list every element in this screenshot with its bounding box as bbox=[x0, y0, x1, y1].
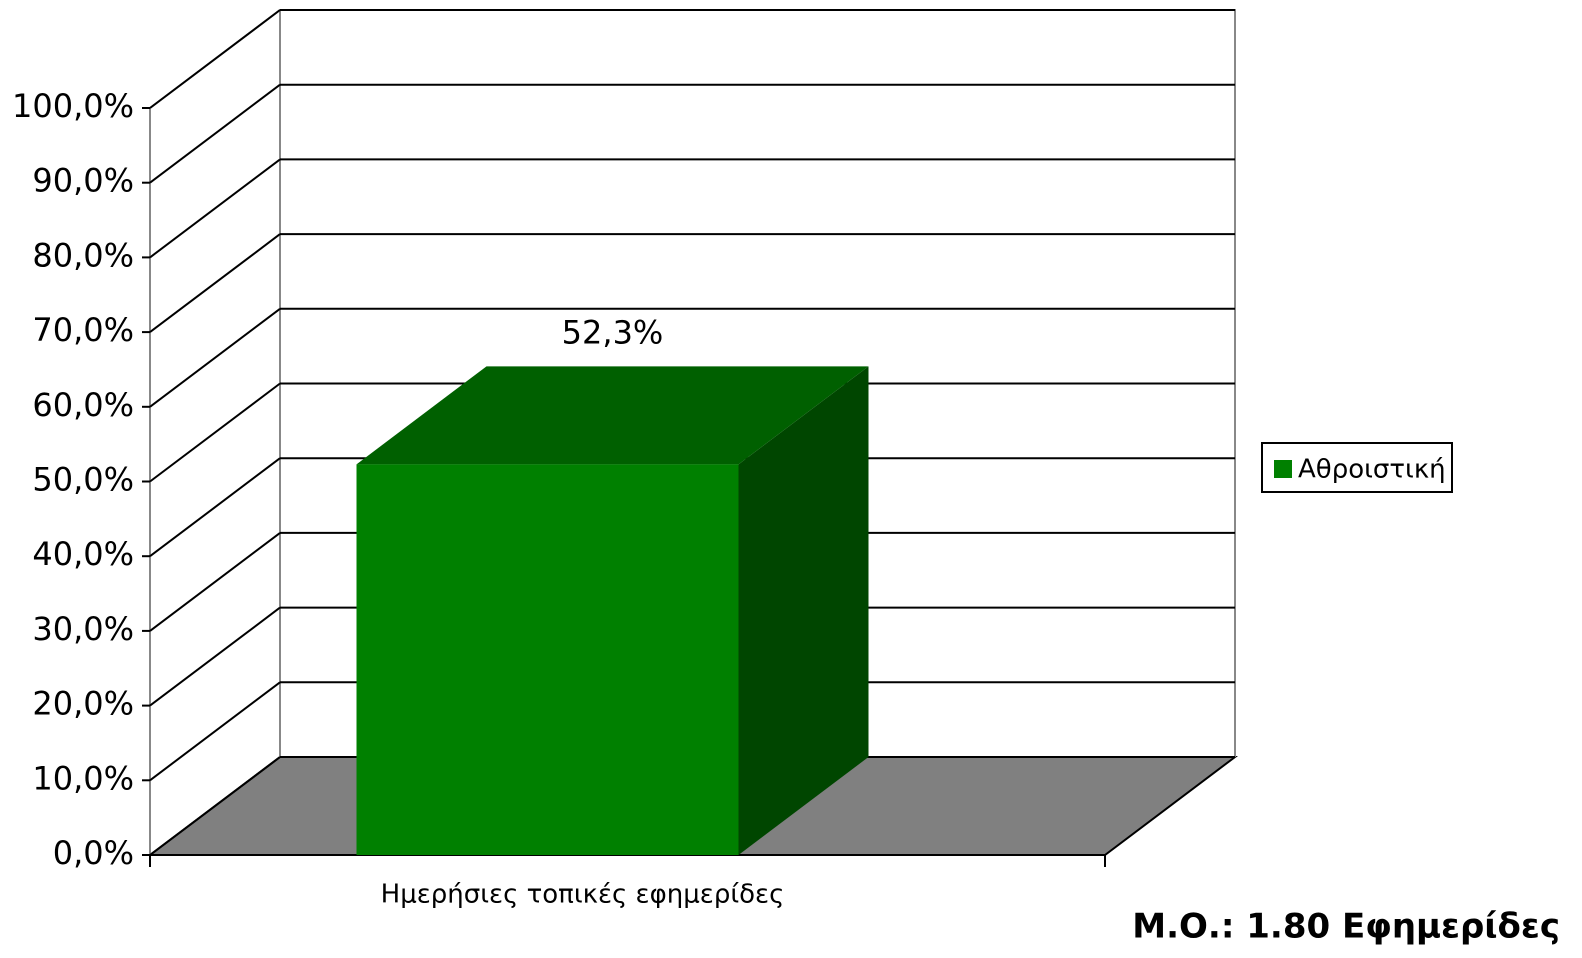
grid-line bbox=[149, 382, 281, 483]
legend-label: Αθροιστική bbox=[1298, 455, 1446, 485]
y-tick-label: 20,0% bbox=[32, 685, 134, 723]
y-tick-label: 70,0% bbox=[32, 311, 134, 349]
grid-line bbox=[149, 457, 281, 557]
grid-line bbox=[149, 233, 281, 333]
grid-line bbox=[149, 532, 281, 632]
y-tick-label: 100,0% bbox=[12, 87, 134, 125]
y-tick-label: 0,0% bbox=[53, 834, 134, 872]
legend-box bbox=[1261, 442, 1453, 493]
y-tick-label: 10,0% bbox=[32, 759, 134, 797]
bar-side bbox=[738, 366, 869, 855]
grid-line bbox=[149, 681, 281, 782]
y-tick-label: 60,0% bbox=[32, 386, 134, 424]
data-label: 52,3% bbox=[562, 313, 664, 351]
y-tick-label: 50,0% bbox=[32, 461, 134, 499]
bar-top bbox=[356, 366, 869, 465]
y-tick-label: 30,0% bbox=[32, 610, 134, 648]
legend-swatch bbox=[1274, 460, 1292, 478]
y-tick-label: 90,0% bbox=[32, 162, 134, 200]
grid-line bbox=[149, 606, 281, 707]
y-tick-label: 40,0% bbox=[32, 535, 134, 573]
bar bbox=[356, 464, 739, 855]
grid-line bbox=[149, 756, 281, 856]
grid-line bbox=[149, 9, 281, 109]
grid-line bbox=[149, 158, 281, 259]
grid-line bbox=[149, 308, 281, 408]
y-tick-label: 80,0% bbox=[32, 236, 134, 274]
x-tick-label: Ημερήσιες τοπικές εφημερίδες bbox=[381, 880, 785, 910]
grid-line bbox=[149, 83, 281, 184]
annotation: Μ.Ο.: 1.80 Εφημερίδες bbox=[1132, 907, 1560, 947]
